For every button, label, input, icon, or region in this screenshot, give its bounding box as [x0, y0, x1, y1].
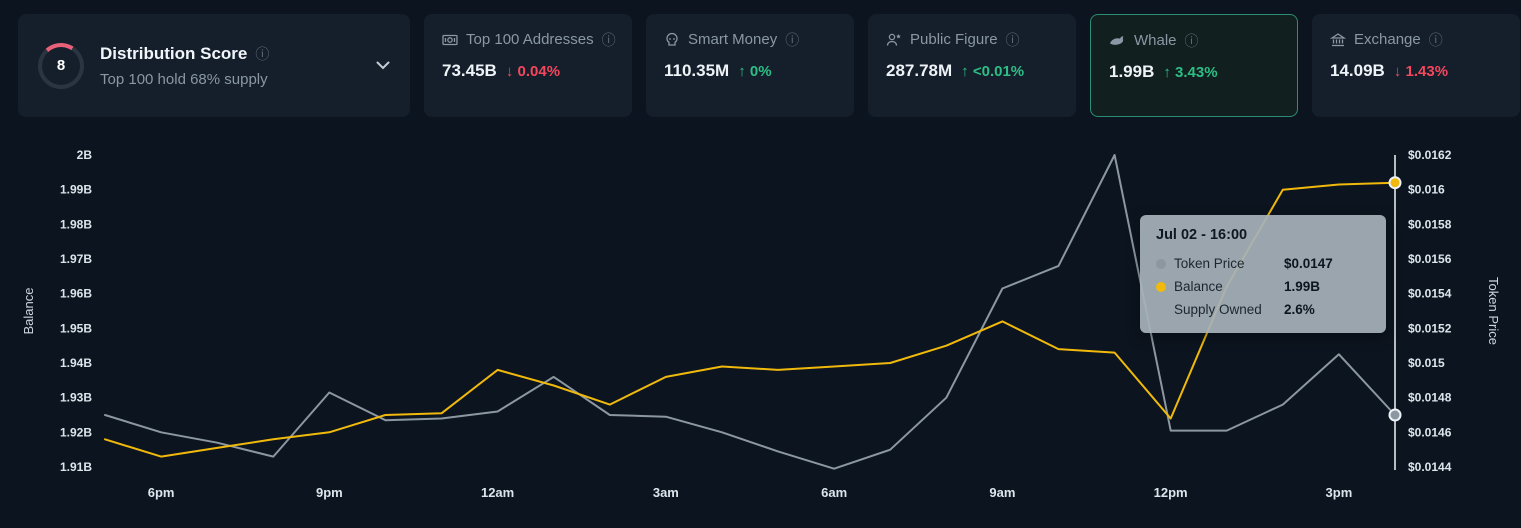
distribution-score-value: 8	[56, 57, 66, 74]
metric-label: Exchange	[1354, 31, 1421, 48]
metric-card-top-100-addresses[interactable]: Top 100 Addresses ⓘ 73.45B ↓ 0.04%	[424, 14, 632, 117]
left-axis-tick: 1.99B	[60, 183, 92, 197]
right-axis-tick: $0.0158	[1408, 217, 1452, 231]
metric-change: ↓ 1.43%	[1393, 63, 1449, 80]
right-axis-tick: $0.0156	[1408, 252, 1452, 266]
banknote-icon	[442, 32, 458, 48]
left-axis-tick: 2B	[77, 148, 93, 162]
marker-token-price	[1388, 408, 1402, 422]
info-icon[interactable]: ⓘ	[1005, 31, 1020, 48]
x-axis-tick: 6am	[821, 485, 847, 500]
metric-card-exchange[interactable]: Exchange ⓘ 14.09B ↓ 1.43%	[1312, 14, 1520, 117]
left-axis-tick: 1.98B	[60, 217, 92, 231]
smart-money-icon	[664, 32, 680, 48]
whale-icon	[1109, 33, 1126, 49]
chevron-down-icon[interactable]	[376, 61, 390, 70]
right-axis-title: Token Price	[1486, 277, 1501, 345]
distribution-score-title: Distribution Score	[100, 43, 248, 63]
right-axis-tick: $0.015	[1408, 356, 1445, 370]
metric-value: 73.45B	[442, 61, 497, 80]
tooltip-row-token-price: Token Price $0.0147	[1156, 252, 1370, 275]
left-axis-tick: 1.96B	[60, 287, 92, 301]
metric-label: Top 100 Addresses	[466, 31, 594, 48]
x-axis-tick: 3am	[653, 485, 679, 500]
tooltip-title: Jul 02 - 16:00	[1156, 227, 1248, 243]
metric-change: ↑ 0%	[738, 63, 772, 80]
chart-canvas[interactable]: 2B 1.99B 1.98B 1.97B 1.96B 1.95B 1.94B 1.93B 1.9…	[0, 130, 1521, 528]
balance-dot-icon	[1156, 281, 1166, 292]
metric-cards-row: 8 Distribution Score ⓘ Top 100 hold 68% …	[18, 14, 1520, 117]
metric-card-whale[interactable]: Whale ⓘ 1.99B ↑ 3.43%	[1090, 14, 1298, 117]
metric-label: Smart Money	[688, 31, 778, 48]
exchange-bank-icon	[1330, 32, 1346, 48]
x-axis-tick: 12pm	[1154, 485, 1188, 500]
left-axis-tick: 1.97B	[60, 252, 92, 266]
left-axis-tick: 1.94B	[60, 356, 92, 370]
x-axis-tick: 9pm	[316, 485, 343, 500]
left-axis-tick: 1.93B	[60, 391, 92, 405]
right-axis-tick: $0.0144	[1408, 460, 1452, 474]
x-axis-tick: 9am	[989, 485, 1015, 500]
metric-value: 14.09B	[1330, 61, 1385, 80]
right-axis-tick: $0.0148	[1408, 391, 1452, 405]
distribution-score-subtitle: Top 100 hold 68% supply	[100, 70, 268, 88]
distribution-score-gauge: 8	[38, 42, 84, 89]
marker-balance	[1388, 176, 1402, 190]
price-dot-icon	[1156, 258, 1166, 269]
metric-value: 110.35M	[664, 61, 730, 80]
metric-label: Whale	[1134, 32, 1177, 49]
tooltip-row-balance: Balance 1.99B	[1156, 275, 1370, 298]
info-icon[interactable]: ⓘ	[1184, 32, 1199, 49]
metric-change: ↑ <0.01%	[961, 63, 1025, 80]
metric-card-public-figure[interactable]: Public Figure ⓘ 287.78M ↑ <0.01%	[868, 14, 1076, 117]
metric-label: Public Figure	[910, 31, 998, 48]
x-axis-tick: 3pm	[1326, 485, 1353, 500]
public-figure-icon	[886, 32, 902, 48]
left-axis-title: Balance	[21, 288, 36, 335]
metric-change: ↓ 0.04%	[505, 63, 561, 80]
x-axis-tick: 6pm	[148, 485, 175, 500]
left-axis-tick: 1.92B	[60, 425, 92, 439]
right-axis-tick: $0.0146	[1408, 425, 1452, 439]
info-icon[interactable]: ⓘ	[255, 45, 270, 62]
no-dot	[1156, 305, 1166, 315]
left-axis-tick: 1.95B	[60, 321, 92, 335]
series-line-token-price	[104, 154, 1396, 470]
chart-tooltip: Jul 02 - 16:00 Token Price $0.0147 Balan…	[1140, 215, 1386, 333]
metric-change: ↑ 3.43%	[1163, 64, 1218, 81]
left-axis-tick: 1.91B	[60, 460, 92, 474]
info-icon[interactable]: ⓘ	[1428, 31, 1443, 48]
right-axis-tick: $0.0152	[1408, 321, 1452, 335]
x-axis-tick: 12am	[481, 485, 514, 500]
right-axis-tick: $0.0154	[1408, 287, 1452, 301]
info-icon[interactable]: ⓘ	[601, 31, 616, 48]
right-axis-tick: $0.0162	[1408, 148, 1452, 162]
balance-price-chart[interactable]: 2B 1.99B 1.98B 1.97B 1.96B 1.95B 1.94B 1.93B 1.9…	[0, 130, 1521, 528]
distribution-score-card[interactable]: 8 Distribution Score ⓘ Top 100 hold 68% …	[18, 14, 410, 117]
metric-value: 1.99B	[1109, 62, 1155, 81]
metric-value: 287.78M	[886, 61, 953, 80]
tooltip-row-supply-owned: Supply Owned 2.6%	[1156, 298, 1370, 321]
info-icon[interactable]: ⓘ	[785, 31, 800, 48]
series-line-balance	[104, 181, 1396, 458]
metric-card-smart-money[interactable]: Smart Money ⓘ 110.35M ↑ 0%	[646, 14, 854, 117]
right-axis-tick: $0.016	[1408, 183, 1445, 197]
